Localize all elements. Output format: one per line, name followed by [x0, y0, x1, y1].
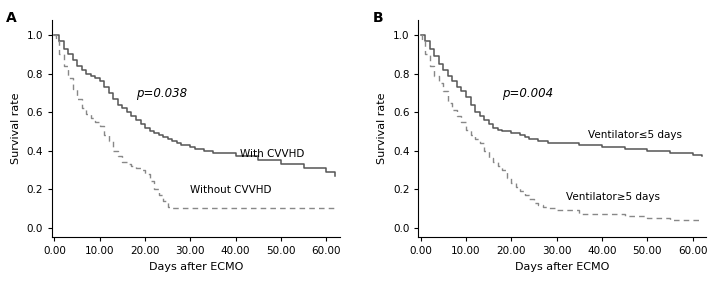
- Y-axis label: Survival rate: Survival rate: [11, 93, 21, 164]
- Text: B: B: [372, 11, 383, 25]
- Y-axis label: Survival rate: Survival rate: [377, 93, 387, 164]
- Text: Ventilator≥5 days: Ventilator≥5 days: [566, 192, 660, 202]
- Text: Ventilator≤5 days: Ventilator≤5 days: [588, 130, 683, 140]
- Text: p=0.004: p=0.004: [503, 87, 554, 100]
- X-axis label: Days after ECMO: Days after ECMO: [149, 262, 243, 272]
- X-axis label: Days after ECMO: Days after ECMO: [515, 262, 609, 272]
- Text: With CVVHD: With CVVHD: [240, 149, 305, 158]
- Text: A: A: [6, 11, 17, 25]
- Text: Without CVVHD: Without CVVHD: [190, 185, 272, 195]
- Text: p=0.038: p=0.038: [136, 87, 187, 100]
